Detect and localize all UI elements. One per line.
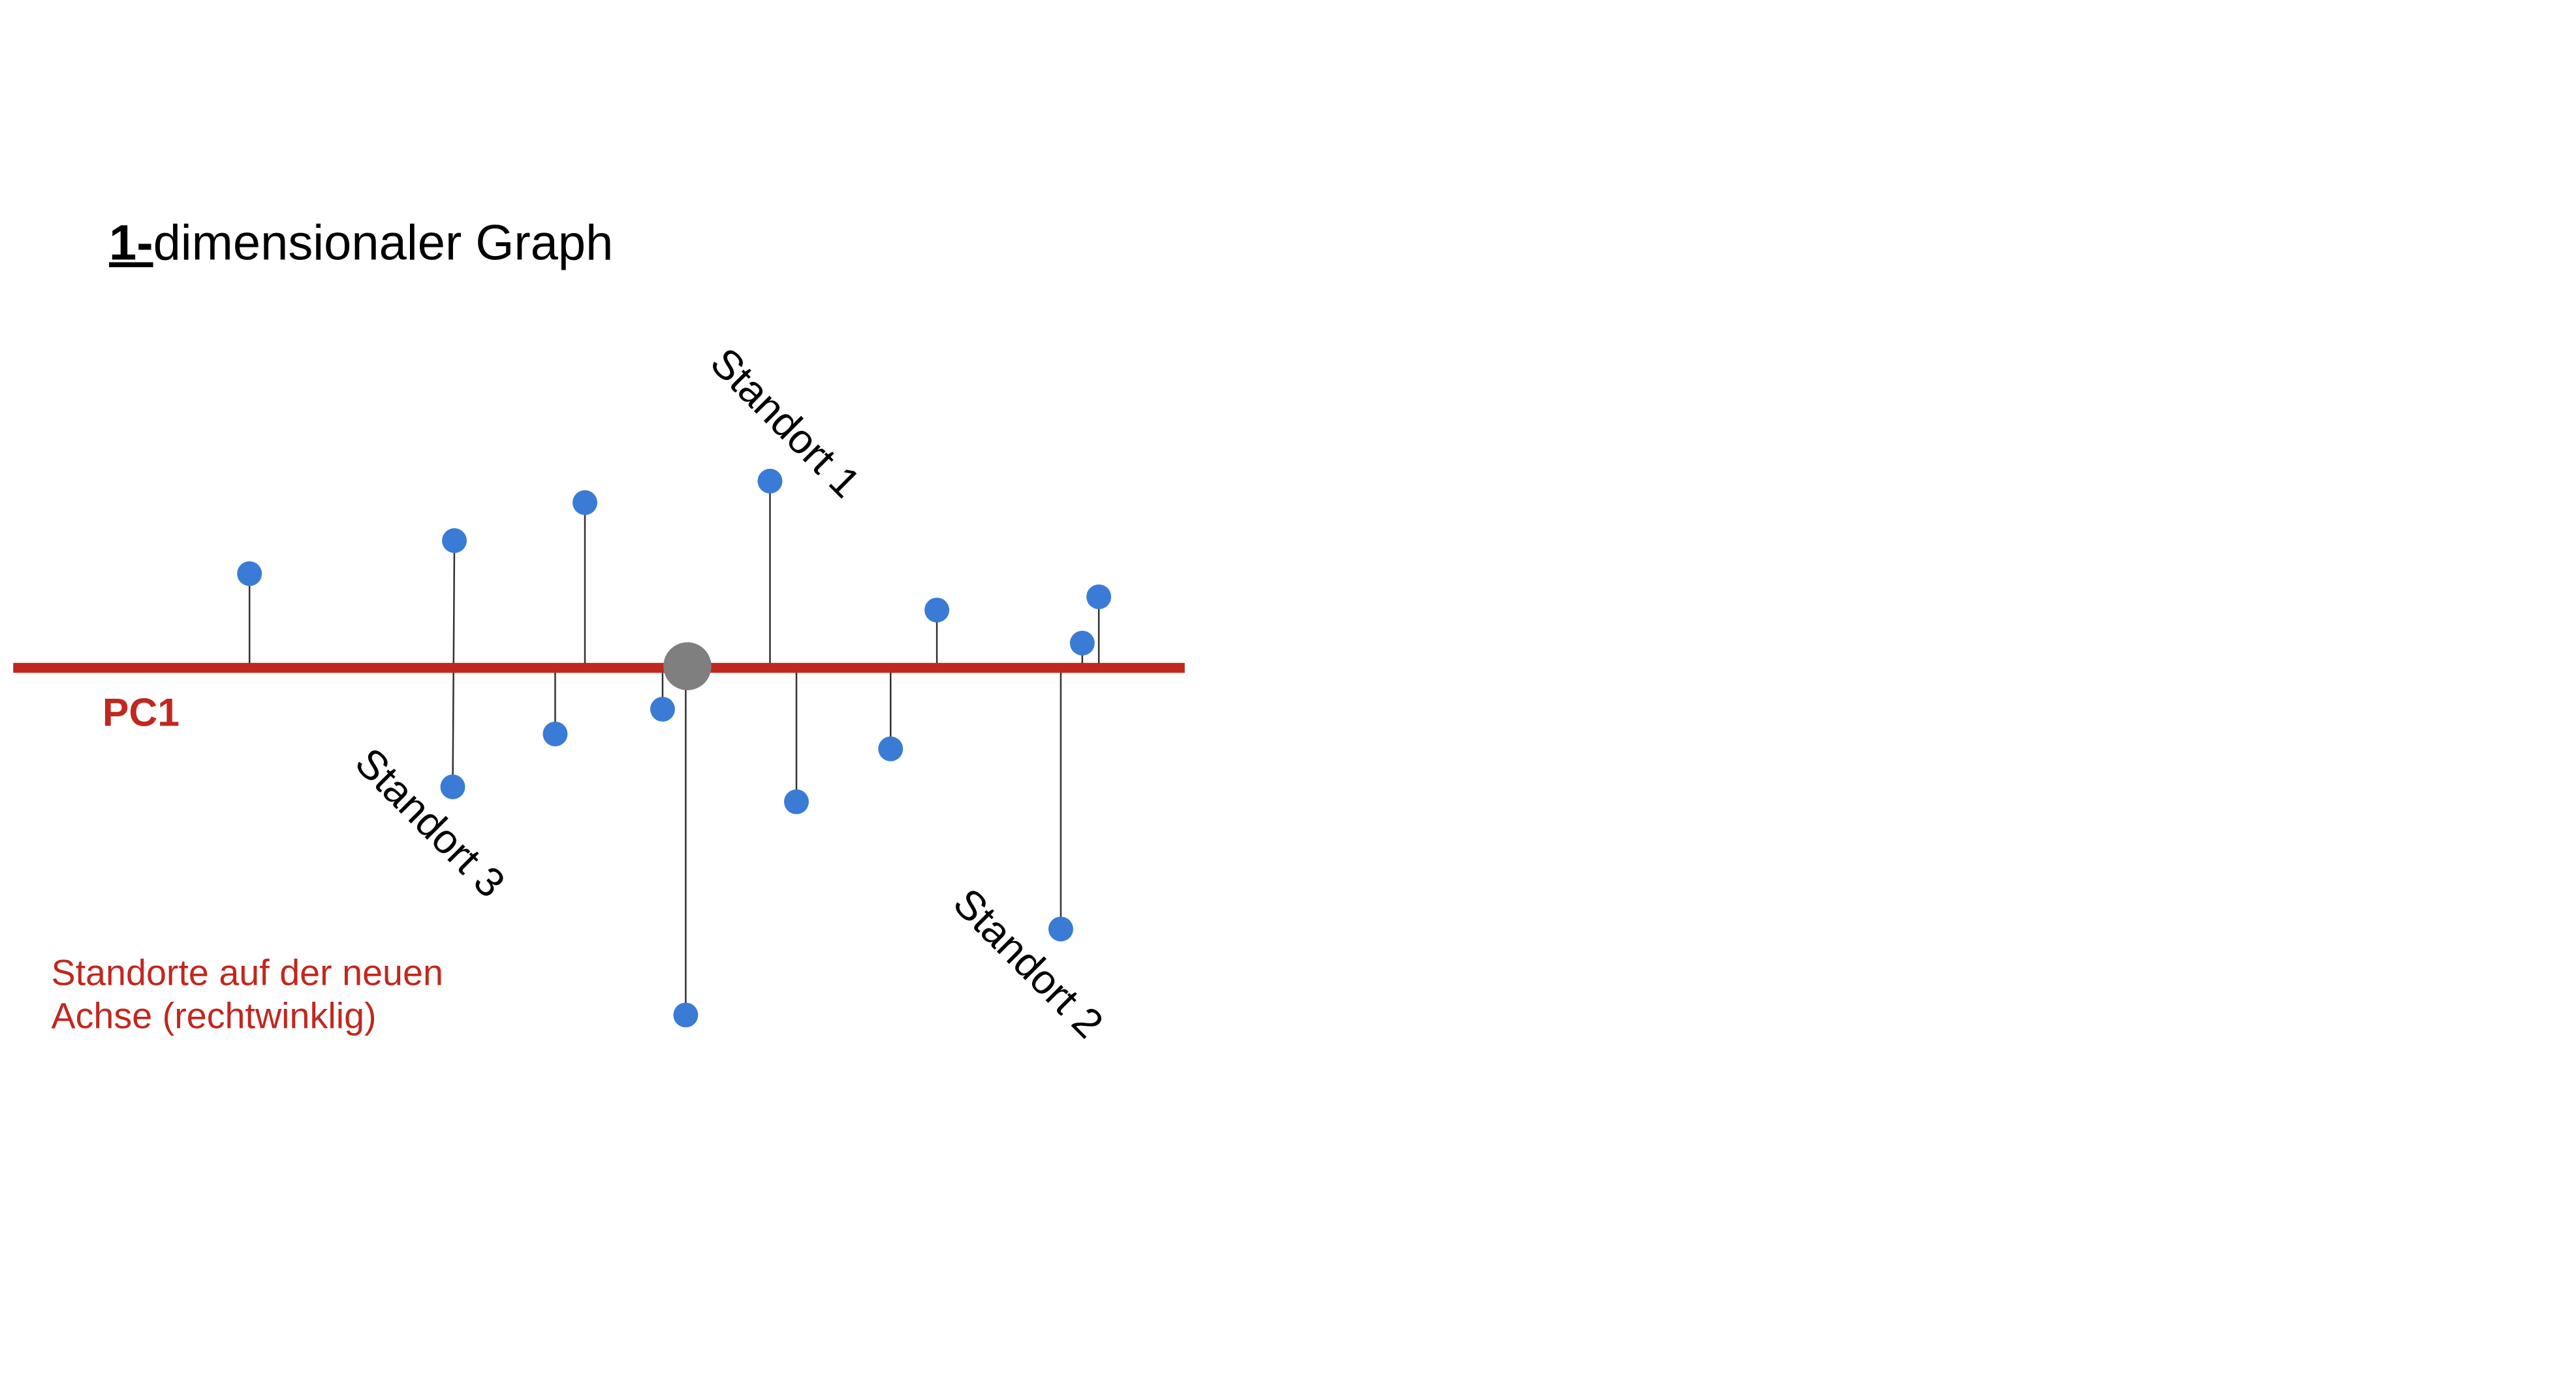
point — [440, 774, 465, 799]
site-label: Standort 3 — [347, 739, 514, 906]
axis-label: PC1 — [102, 690, 180, 734]
point — [442, 528, 467, 553]
point — [650, 697, 675, 722]
note-line: Standorte auf der neuen — [51, 953, 443, 993]
point — [1048, 916, 1073, 942]
title-text: dimensionaler Graph — [153, 215, 614, 271]
note-line: Achse (rechtwinklig) — [51, 996, 376, 1036]
site-label: Standort 1 — [702, 340, 869, 507]
points — [237, 468, 1112, 1028]
title: 1-dimensionaler Graph — [109, 215, 613, 271]
point — [784, 789, 809, 814]
point — [542, 722, 568, 746]
center-point — [663, 642, 712, 690]
point — [573, 490, 597, 515]
point — [924, 598, 950, 623]
site-label: Standort 2 — [945, 880, 1112, 1047]
point — [1086, 584, 1112, 609]
point — [878, 736, 903, 761]
point — [237, 561, 262, 586]
title-number: 1- — [109, 215, 153, 271]
point — [1069, 630, 1095, 656]
point — [673, 1002, 699, 1028]
point — [757, 468, 783, 494]
